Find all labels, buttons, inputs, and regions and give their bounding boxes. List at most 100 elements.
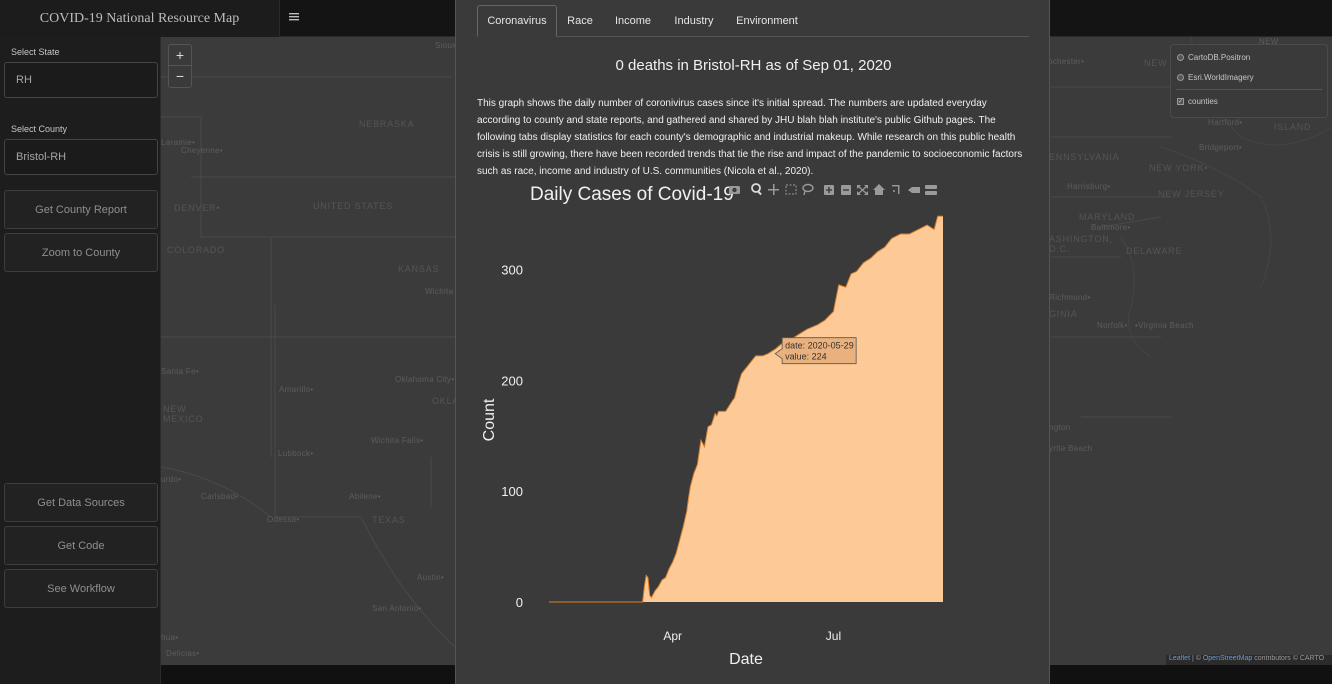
map-label: Harrisburg• (1067, 182, 1111, 191)
map-attribution: Leaflet | © OpenStreetMap contributors ©… (1166, 655, 1332, 665)
map-label: ochester• (1048, 57, 1085, 66)
map-label: MARYLAND (1079, 212, 1136, 222)
map-label: Laramie• (161, 138, 196, 147)
map-label: Norfolk• (1097, 321, 1128, 330)
pan-icon[interactable] (768, 184, 779, 195)
map-label: DELAWARE (1126, 246, 1183, 256)
reset-axes-icon[interactable] (873, 184, 885, 195)
x-axis-title: Date (729, 651, 763, 668)
map-label: DENVER• (174, 203, 221, 213)
map-label: KANSAS (398, 264, 440, 274)
map-label: ASHINGTON, D.C. (1049, 234, 1113, 254)
zoom-out-icon[interactable] (841, 185, 851, 195)
area-line (549, 215, 943, 603)
map-label: yrtle Beach (1049, 444, 1093, 453)
layer-option-positron[interactable]: CartoDB.Positron (1177, 53, 1250, 62)
map-label: •Virginia Beach (1135, 321, 1194, 330)
county-select-label: Select County (11, 124, 68, 134)
map-label: Cheyenne• (181, 146, 223, 155)
map-label: Delicias• (166, 649, 200, 658)
map-zoom-control: + − (168, 44, 192, 88)
state-select-label: Select State (11, 47, 60, 57)
hover-compare-icon[interactable] (925, 185, 937, 195)
osm-link[interactable]: OpenStreetMap (1202, 655, 1253, 662)
county-report-modal: Coronavirus Race Income Industry Environ… (455, 0, 1050, 684)
tab-income[interactable]: Income (614, 15, 652, 27)
map-label: Amarillo• (279, 385, 314, 394)
map-label: Lubbock• (278, 449, 314, 458)
get-code-button[interactable]: Get Code (4, 526, 158, 565)
map-label: Santa Fe• (161, 367, 199, 376)
zoom-in-button[interactable]: + (169, 45, 191, 66)
map-label: Baltimore• (1091, 223, 1131, 232)
layer-option-imagery[interactable]: Esri.WorldImagery (1177, 73, 1254, 82)
map-label: NEBRASKA (359, 119, 415, 129)
see-workflow-button[interactable]: See Workflow (4, 569, 158, 608)
map-label: ENNSYLVANIA (1049, 152, 1120, 162)
map-label: Hartford• (1208, 118, 1243, 127)
tab-race[interactable]: Race (567, 15, 593, 27)
map-label: NEW YORK• (1149, 163, 1209, 173)
county-select[interactable]: Bristol-RH (4, 139, 158, 175)
camera-icon[interactable] (729, 186, 740, 194)
map-label: ngton (1049, 423, 1071, 432)
layer-label: Esri.WorldImagery (1188, 73, 1254, 82)
layers-control: CartoDB.Positron Esri.WorldImagery ✓ coun… (1170, 44, 1328, 118)
autoscale-icon[interactable] (857, 185, 868, 195)
area-fill (549, 216, 943, 602)
attribution-sep: | © (1190, 655, 1203, 662)
zoom-icon[interactable] (751, 183, 762, 196)
zoom-out-button[interactable]: − (175, 68, 185, 84)
box-select-icon[interactable] (785, 184, 797, 195)
state-select[interactable]: RH (4, 62, 158, 98)
map-label: Carlsbad• (201, 492, 239, 501)
layer-label: counties (1188, 97, 1218, 106)
map-label: COLORADO (167, 245, 225, 255)
hamburger-menu-icon[interactable] (288, 10, 302, 24)
layer-option-counties[interactable]: ✓ counties (1177, 97, 1218, 106)
map-label: Odessa• (267, 515, 300, 524)
map-label: Wichita (425, 287, 454, 296)
tooltip-text: date: 2020-05-29 (785, 341, 854, 351)
app-title: COVID-19 National Resource Map (0, 0, 280, 37)
spike-lines-icon[interactable] (892, 185, 900, 194)
x-tick-label: Apr (663, 629, 682, 643)
zoom-to-county-button[interactable]: Zoom to County (4, 233, 158, 272)
tab-industry[interactable]: Industry (674, 15, 714, 27)
x-tick-label: Jul (826, 629, 841, 643)
map-label: Sioux (435, 41, 457, 50)
map-label: TEXAS (372, 515, 406, 525)
map-label: Richmond• (1049, 293, 1091, 302)
map-label: Abilene• (349, 492, 381, 501)
map-label: NEW (1259, 37, 1279, 46)
deaths-headline: 0 deaths in Bristol-RH as of Sep 01, 202… (615, 57, 892, 74)
cases-chart[interactable]: 0 100 200 300 Apr Jul Date Count Daily Cases of … (477, 178, 1017, 684)
map-boundaries (161, 37, 1332, 648)
get-county-report-button[interactable]: Get County Report (4, 190, 158, 229)
map-label: Bridgeport• (1199, 143, 1243, 152)
checkbox-icon[interactable]: ✓ (1177, 98, 1184, 105)
chart-title: Daily Cases of Covid-19 (530, 184, 734, 205)
y-axis-title: Count (481, 398, 498, 441)
tab-environment[interactable]: Environment (736, 15, 798, 27)
radio-icon[interactable] (1177, 54, 1184, 61)
map-label: GINIA (1049, 309, 1078, 319)
plot-modebar (705, 183, 963, 197)
zoom-in-icon[interactable] (824, 185, 834, 195)
radio-icon[interactable] (1177, 74, 1184, 81)
map-label: ISLAND (1274, 122, 1312, 132)
map-label: Oklahoma City• (395, 375, 455, 384)
tab-coronavirus[interactable]: Coronavirus (477, 5, 557, 37)
layer-divider (1176, 89, 1322, 90)
lasso-icon[interactable] (802, 183, 814, 196)
get-data-sources-button[interactable]: Get Data Sources (4, 483, 158, 522)
tooltip-text: value: 224 (785, 352, 827, 362)
hover-closest-icon[interactable] (908, 187, 920, 193)
y-tick-label: 300 (501, 262, 523, 277)
leaflet-link[interactable]: Leaflet (1169, 655, 1191, 662)
map-label: NEW MEXICO (163, 404, 204, 424)
map-label: hua• (161, 633, 179, 642)
map-label: NEW JERSEY (1158, 189, 1225, 199)
map-label: OKLA (432, 396, 460, 406)
